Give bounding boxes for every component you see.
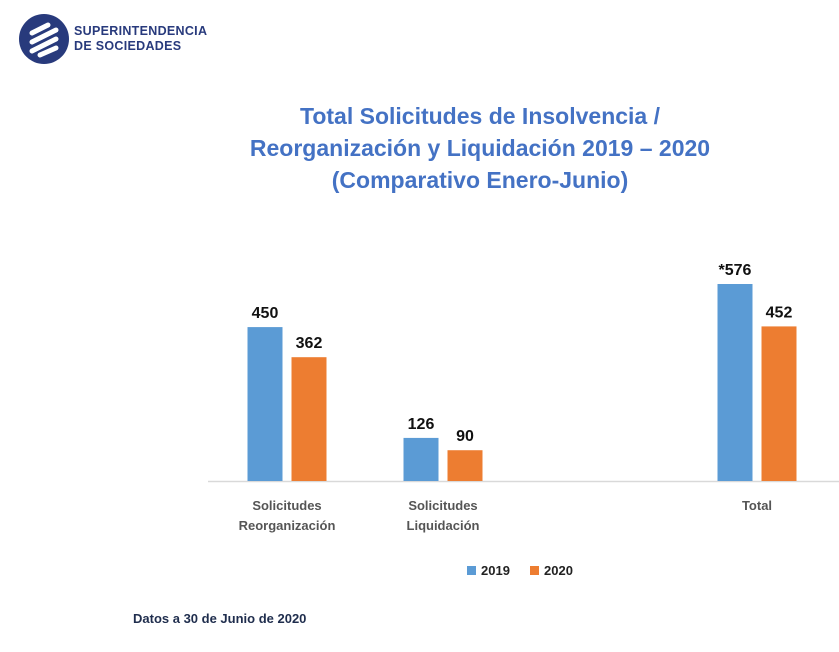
logo bbox=[18, 13, 70, 70]
data-label-2020-2: 452 bbox=[766, 304, 793, 321]
legend-label-2020: 2020 bbox=[544, 563, 573, 578]
title-line-1: Total Solicitudes de Insolvencia / bbox=[300, 103, 660, 129]
legend-label-2019: 2019 bbox=[481, 563, 510, 578]
category-label-1-1: Liquidación bbox=[407, 518, 480, 533]
logo-text: SUPERINTENDENCIA DE SOCIEDADES bbox=[74, 24, 207, 54]
data-label-2019-0: 450 bbox=[252, 305, 279, 322]
logo-line-1: SUPERINTENDENCIA bbox=[74, 24, 208, 38]
data-label-2020-0: 362 bbox=[296, 335, 323, 352]
bar-2019-0 bbox=[247, 327, 283, 481]
title-line-3: (Comparativo Enero-Junio) bbox=[331, 167, 629, 193]
bar-2020-2 bbox=[761, 326, 797, 481]
logo-emblem-icon bbox=[19, 14, 69, 64]
category-label-0-1: Reorganización bbox=[239, 518, 336, 533]
category-label-0-0: Solicitudes bbox=[252, 498, 321, 513]
legend-swatch-2020 bbox=[530, 566, 539, 575]
category-label-2-0: Total bbox=[742, 498, 772, 513]
chart-title: Total Solicitudes de Insolvencia / Reorg… bbox=[120, 100, 839, 196]
bar-2020-0 bbox=[291, 357, 327, 481]
data-label-2020-1: 90 bbox=[456, 428, 474, 445]
footnote: Datos a 30 de Junio de 2020 bbox=[133, 611, 307, 626]
bar-2020-1 bbox=[447, 450, 483, 481]
bar-2019-1 bbox=[403, 437, 439, 481]
category-label-1-0: Solicitudes bbox=[408, 498, 477, 513]
logo-line-2: DE SOCIEDADES bbox=[74, 39, 182, 53]
data-label-2019-2: *576 bbox=[719, 262, 752, 279]
legend-swatch-2019 bbox=[467, 566, 476, 575]
title-line-2: Reorganización y Liquidación 2019 – 2020 bbox=[249, 135, 711, 161]
bar-2019-2 bbox=[717, 284, 753, 481]
data-label-2019-1: 126 bbox=[408, 416, 435, 433]
